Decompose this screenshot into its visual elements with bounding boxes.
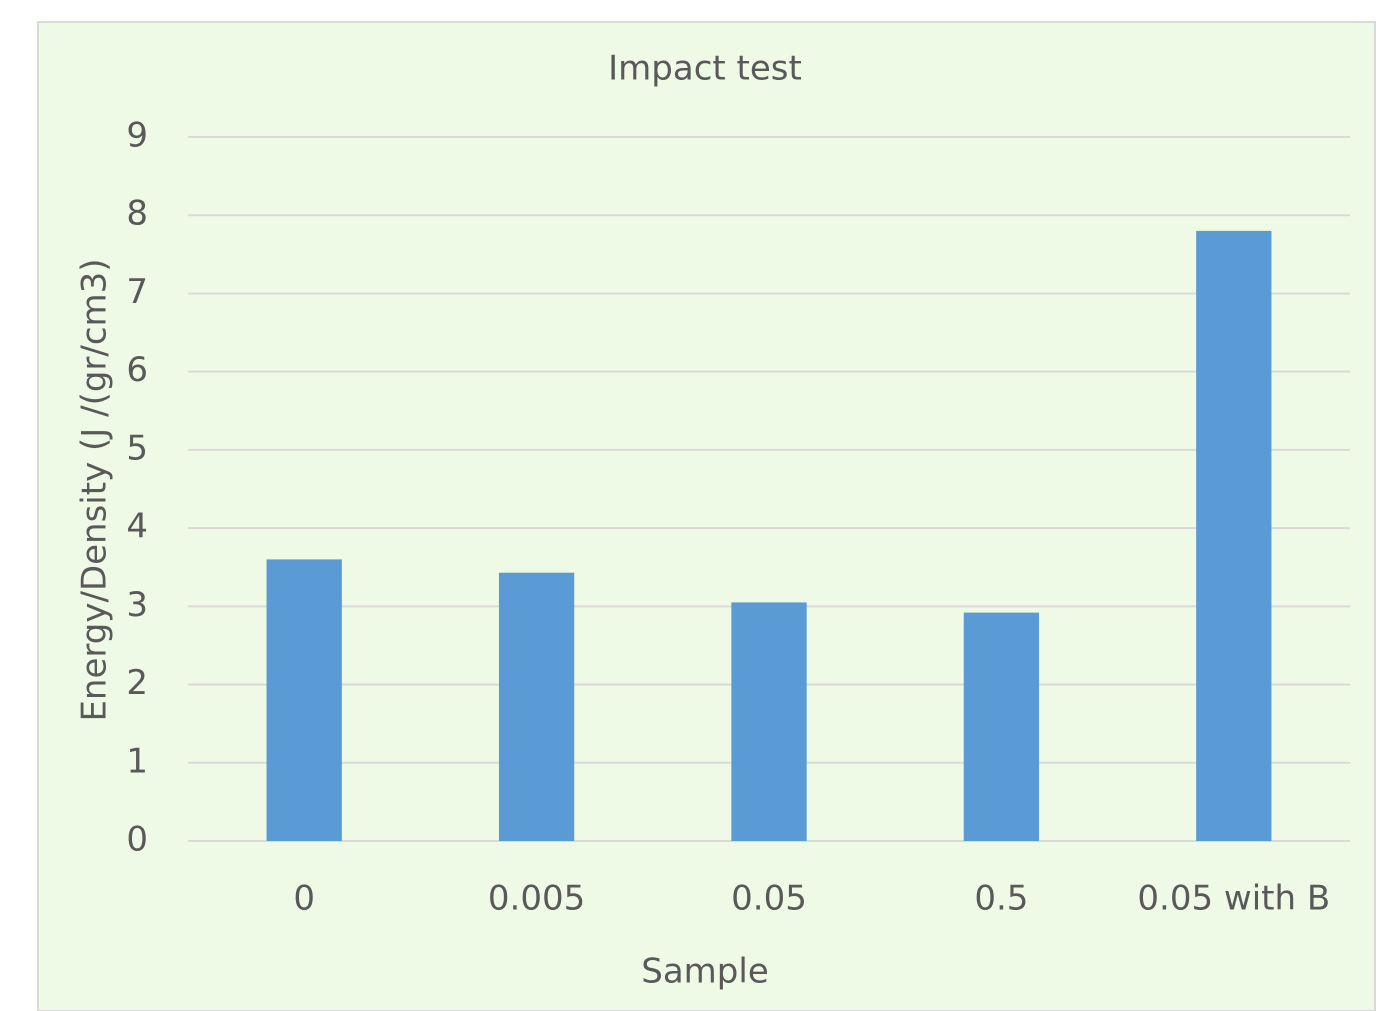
x-tick-label: 0.05: [731, 879, 807, 919]
bar: [731, 602, 807, 841]
bar: [266, 559, 342, 841]
y-tick-label: 0: [126, 820, 148, 860]
y-tick-label: 6: [126, 350, 148, 390]
y-tick-label: 9: [126, 116, 148, 156]
x-tick-label: 0.005: [488, 879, 585, 919]
x-tick-label: 0: [293, 879, 315, 919]
y-tick-label: 4: [126, 507, 148, 547]
y-tick-label: 3: [126, 585, 148, 625]
x-tick-label: 0.05 with B: [1137, 879, 1330, 919]
y-tick-label: 7: [126, 272, 148, 312]
bar: [1196, 230, 1272, 841]
bar: [963, 612, 1040, 841]
chart-title: Impact test: [608, 49, 802, 89]
y-tick-label: 5: [126, 428, 148, 468]
y-axis-title: Energy/Density (J /(gr/cm3): [75, 258, 115, 721]
x-tick-label: 0.5: [974, 879, 1028, 919]
chart-area: [37, 21, 1376, 1011]
y-tick-label: 8: [126, 194, 148, 234]
bar: [498, 572, 575, 841]
y-tick-label: 1: [126, 741, 148, 781]
x-axis-title: Sample: [641, 952, 768, 992]
y-tick-label: 2: [126, 663, 148, 703]
